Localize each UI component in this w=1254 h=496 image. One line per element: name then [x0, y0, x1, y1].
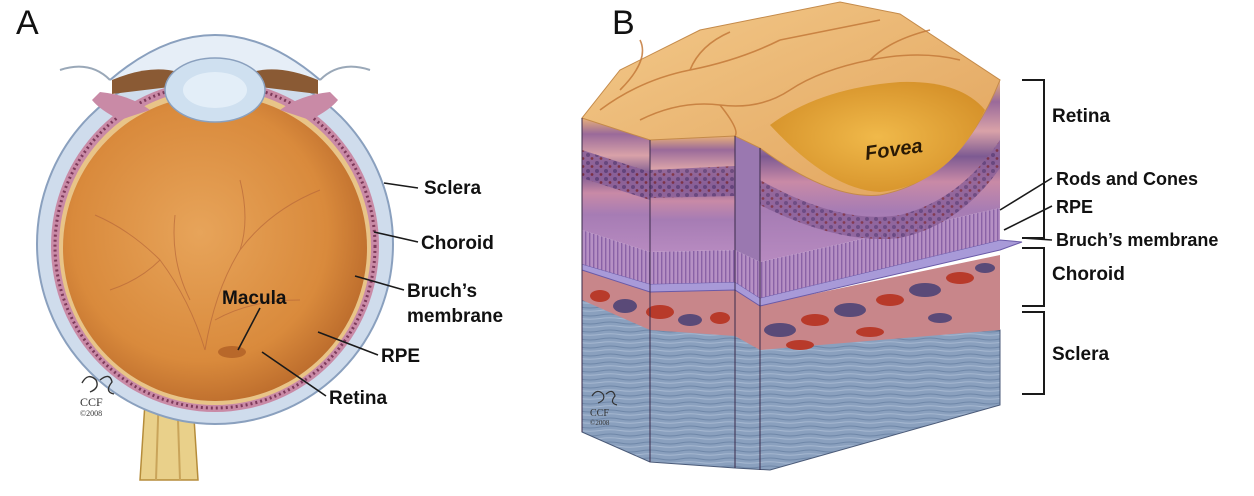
iris [112, 69, 178, 94]
layer-brackets [1022, 79, 1045, 395]
label-sclera-a: Sclera [424, 178, 481, 199]
eyeball-illustration [36, 34, 394, 481]
choroid-vessels [590, 263, 995, 350]
panel-a-leaders [237, 182, 419, 397]
retinal-vessels [599, 19, 961, 137]
panel-b-letter: B [612, 4, 635, 42]
tissue-block-illustration [581, 1, 1023, 471]
bracket-retina [1022, 79, 1045, 239]
label-retina-b: Retina [1052, 106, 1111, 127]
macula-spot [218, 346, 246, 358]
label-rpe-b: RPE [1056, 197, 1093, 217]
rods-cones-layer [582, 208, 1000, 298]
bracket-choroid [1022, 247, 1045, 307]
signature-year-a: ©2008 [80, 409, 102, 418]
choroid-block [582, 255, 1000, 350]
label-choroid-b: Choroid [1052, 264, 1125, 285]
panel-a: A [16, 4, 503, 481]
bracket-sclera [1022, 311, 1045, 395]
artist-signature-b: CCF ©2008 [590, 390, 618, 427]
label-bruchs-b: Bruch’s membrane [1056, 230, 1218, 250]
label-bruchs-line1-a: Bruch’s [407, 281, 477, 302]
label-choroid-a: Choroid [421, 233, 494, 254]
panel-a-letter: A [16, 4, 39, 42]
signature-org-a: CCF [80, 395, 103, 409]
vitreous-body [63, 95, 367, 401]
label-rpe-a: RPE [381, 346, 420, 367]
signature-org-b: CCF [590, 408, 609, 419]
rpe-band [581, 239, 1023, 307]
label-macula-a: Macula [222, 288, 287, 309]
label-retina-a: Retina [329, 388, 388, 409]
label-bruchs-line2-a: membrane [407, 306, 503, 327]
label-sclera-b: Sclera [1052, 344, 1109, 365]
fovea-pit [770, 81, 985, 192]
label-rods-cones: Rods and Cones [1056, 169, 1198, 189]
artist-signature-a: CCF ©2008 [80, 375, 115, 418]
signature-year-b: ©2008 [590, 419, 610, 427]
panel-b: B [581, 1, 1218, 471]
